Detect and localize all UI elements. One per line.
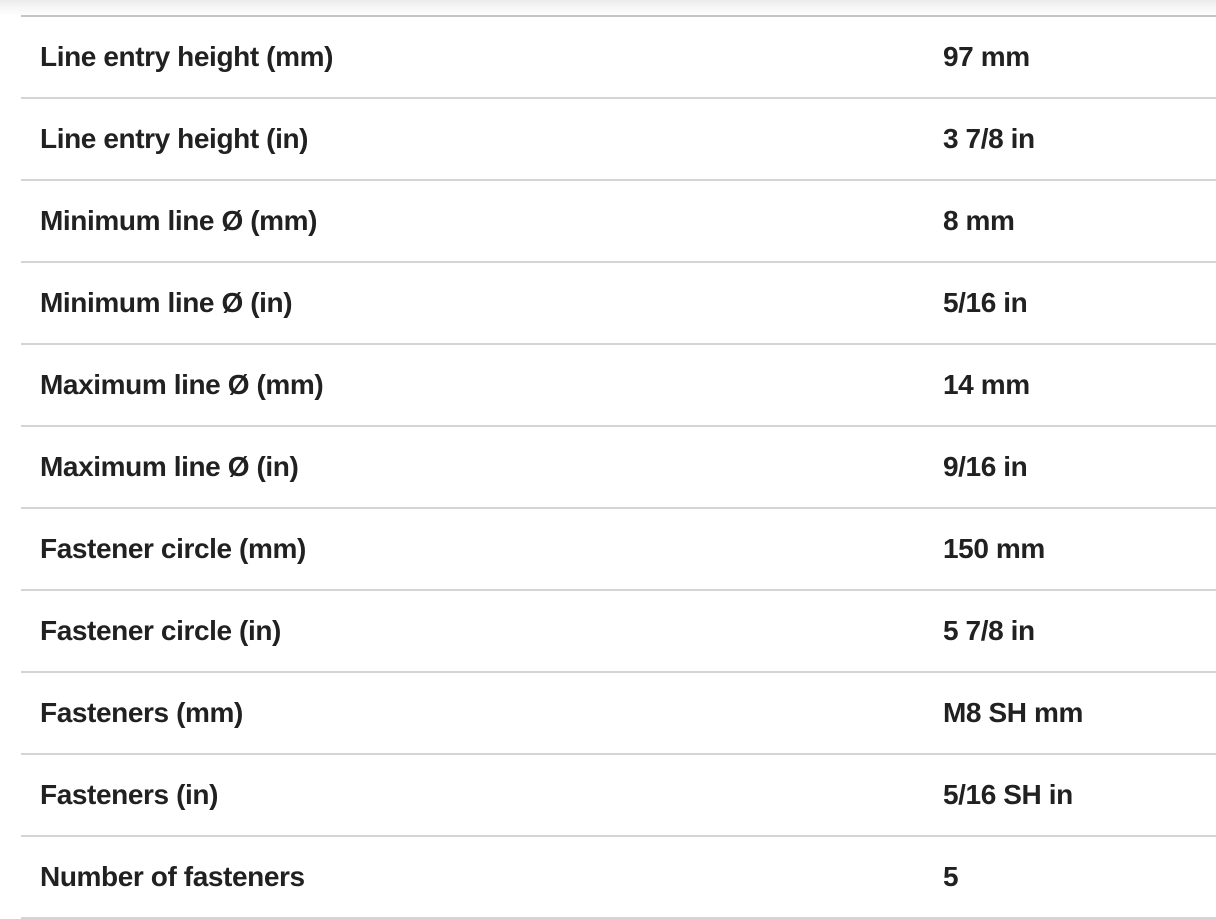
spec-label: Line entry height (in): [40, 123, 309, 154]
specifications-table: Line entry height (mm) 97 mm Line entry …: [21, 15, 1216, 919]
spec-value: 9/16 in: [943, 451, 1028, 482]
spec-row: Minimum line Ø (in) 5/16 in: [21, 263, 1216, 345]
top-scroll-shade: [0, 0, 1216, 15]
spec-label: Minimum line Ø (in): [40, 287, 293, 318]
spec-row: Fasteners (in) 5/16 SH in: [21, 755, 1216, 837]
spec-value: 8 mm: [943, 205, 1015, 236]
spec-row: Maximum line Ø (mm) 14 mm: [21, 345, 1216, 427]
spec-label: Fastener circle (mm): [40, 533, 306, 564]
spec-row: Minimum line Ø (mm) 8 mm: [21, 181, 1216, 263]
spec-row: Maximum line Ø (in) 9/16 in: [21, 427, 1216, 509]
spec-value: 97 mm: [943, 41, 1030, 72]
spec-value: 150 mm: [943, 533, 1045, 564]
spec-label: Fastener circle (in): [40, 615, 281, 646]
spec-row: Number of fasteners 5: [21, 837, 1216, 919]
spec-label: Number of fasteners: [40, 861, 305, 892]
spec-row: Fastener circle (mm) 150 mm: [21, 509, 1216, 591]
spec-label: Fasteners (mm): [40, 697, 243, 728]
spec-value: 5 7/8 in: [943, 615, 1035, 646]
spec-value: 5: [943, 861, 959, 892]
spec-row: Fastener circle (in) 5 7/8 in: [21, 591, 1216, 673]
spec-label: Minimum line Ø (mm): [40, 205, 318, 236]
spec-value: 5/16 SH in: [943, 779, 1073, 810]
spec-row: Line entry height (in) 3 7/8 in: [21, 99, 1216, 181]
spec-value: 3 7/8 in: [943, 123, 1035, 154]
spec-value: 14 mm: [943, 369, 1030, 400]
spec-value: M8 SH mm: [943, 697, 1083, 728]
spec-row: Fasteners (mm) M8 SH mm: [21, 673, 1216, 755]
spec-label: Maximum line Ø (in): [40, 451, 299, 482]
spec-label: Line entry height (mm): [40, 41, 333, 72]
spec-label: Fasteners (in): [40, 779, 218, 810]
spec-label: Maximum line Ø (mm): [40, 369, 324, 400]
spec-value: 5/16 in: [943, 287, 1028, 318]
spec-row: Line entry height (mm) 97 mm: [21, 17, 1216, 99]
